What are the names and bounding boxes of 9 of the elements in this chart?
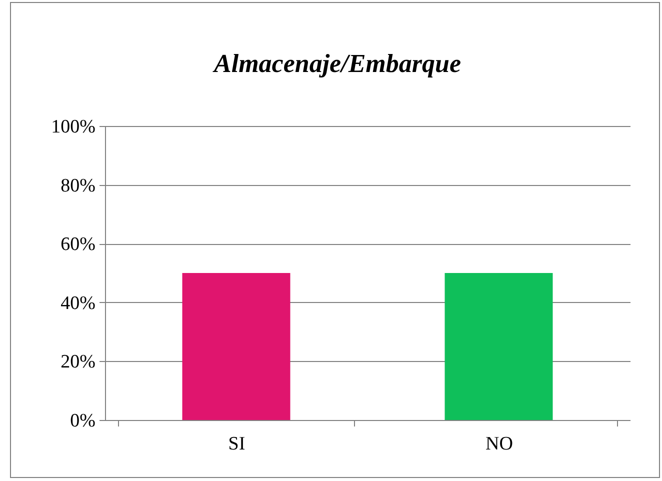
y-tick-label: 100% xyxy=(51,116,96,138)
y-tick-label: 80% xyxy=(60,175,96,196)
y-tick-label: 60% xyxy=(60,234,96,256)
x-tick-label: NO xyxy=(486,434,513,454)
x-tick-label: SI xyxy=(228,434,246,454)
y-tick-label: 20% xyxy=(60,352,96,373)
y-tick-label: 40% xyxy=(60,292,96,314)
chart-title: Almacenaje/Embarque xyxy=(212,49,461,78)
y-tick-label: 0% xyxy=(70,410,96,432)
